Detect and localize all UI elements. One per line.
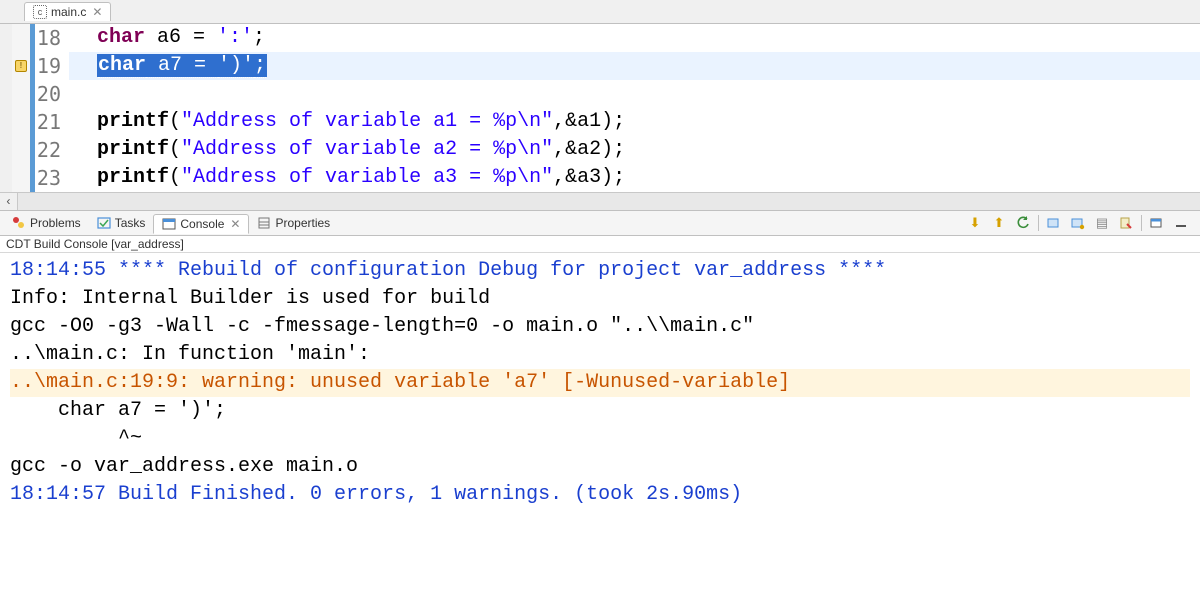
- string-literal: ')': [218, 54, 254, 78]
- code-text: a7 =: [146, 54, 218, 78]
- code-text: (: [169, 166, 181, 189]
- console-description: CDT Build Console [var_address]: [0, 236, 1200, 253]
- console-line: ^~: [10, 425, 1190, 453]
- console-toolbar: ⬇ ⬆ ▤: [966, 214, 1196, 232]
- editor-tab-main-c[interactable]: c main.c ✕: [24, 2, 111, 21]
- warning-marker-icon[interactable]: !: [15, 60, 27, 72]
- overview-ruler: [0, 136, 12, 164]
- console-line: gcc -o var_address.exe main.o: [10, 453, 1190, 481]
- minimize-icon[interactable]: [1172, 214, 1190, 232]
- line-number: 22: [35, 136, 69, 164]
- line-number: 18: [35, 24, 69, 52]
- display-selected-icon[interactable]: [1045, 214, 1063, 232]
- console-line: 18:14:57 Build Finished. 0 errors, 1 war…: [10, 481, 1190, 509]
- marker-column: [12, 24, 30, 52]
- code-line-current: ! 19 char a7 = ')';: [0, 52, 1200, 80]
- console-line: char a7 = ')';: [10, 397, 1190, 425]
- marker-column: [12, 136, 30, 164]
- code-text: ,&a1);: [553, 110, 625, 133]
- line-number: 23: [35, 164, 69, 192]
- pin-console-icon[interactable]: [1069, 214, 1087, 232]
- arrow-up-icon[interactable]: ⬆: [990, 214, 1008, 232]
- close-icon[interactable]: ✕: [90, 5, 102, 19]
- line-number: 21: [35, 108, 69, 136]
- function-name: printf: [97, 110, 169, 133]
- code-content[interactable]: printf("Address of variable a3 = %p\n",&…: [69, 164, 1200, 192]
- keyword: char: [97, 26, 145, 49]
- console-line: gcc -O0 -g3 -Wall -c -fmessage-length=0 …: [10, 313, 1190, 341]
- keyword: char: [98, 54, 146, 78]
- code-line: 20: [0, 80, 1200, 108]
- code-text: ;: [253, 26, 265, 49]
- code-line: 21 printf("Address of variable a1 = %p\n…: [0, 108, 1200, 136]
- function-name: printf: [97, 166, 169, 189]
- editor-tab-bar: c main.c ✕: [0, 0, 1200, 24]
- horizontal-scrollbar[interactable]: ‹: [0, 192, 1200, 210]
- code-content[interactable]: char a6 = ':';: [69, 24, 1200, 52]
- open-console-icon[interactable]: [1148, 214, 1166, 232]
- overview-ruler: [0, 108, 12, 136]
- bottom-panel-tabs: Problems Tasks Console ✕ Properties ⬇ ⬆: [0, 210, 1200, 236]
- clear-console-icon[interactable]: ▤: [1093, 214, 1111, 232]
- tab-label: Properties: [275, 216, 330, 230]
- scroll-lock-icon[interactable]: [1117, 214, 1135, 232]
- properties-icon: [257, 216, 271, 230]
- overview-ruler: [0, 52, 12, 80]
- console-line: Info: Internal Builder is used for build: [10, 285, 1190, 313]
- console-line: ..\main.c: In function 'main':: [10, 341, 1190, 369]
- tab-console[interactable]: Console ✕: [153, 214, 249, 234]
- code-text: ;: [254, 54, 266, 78]
- code-text: ,&a3);: [553, 166, 625, 189]
- scroll-left-icon[interactable]: ‹: [0, 193, 18, 211]
- marker-column: [12, 108, 30, 136]
- tab-label: Console: [180, 217, 224, 231]
- overview-ruler: [0, 80, 12, 108]
- string-literal: "Address of variable a2 = %p\n": [181, 138, 553, 161]
- console-line: 18:14:55 **** Rebuild of configuration D…: [10, 257, 1190, 285]
- code-editor[interactable]: 18 char a6 = ':'; ! 19 char a7 = ')'; 20…: [0, 24, 1200, 210]
- refresh-icon[interactable]: [1014, 214, 1032, 232]
- line-number: 19: [35, 52, 69, 80]
- toolbar-separator: [1141, 215, 1142, 231]
- tab-label: Problems: [30, 216, 81, 230]
- string-literal: "Address of variable a1 = %p\n": [181, 110, 553, 133]
- tab-properties[interactable]: Properties: [249, 214, 338, 232]
- code-text: a6 =: [145, 26, 217, 49]
- code-text: (: [169, 110, 181, 133]
- code-content[interactable]: printf("Address of variable a2 = %p\n",&…: [69, 136, 1200, 164]
- arrow-down-icon[interactable]: ⬇: [966, 214, 984, 232]
- marker-column[interactable]: !: [12, 52, 30, 80]
- selection: char a7 = ')';: [97, 54, 267, 77]
- code-content[interactable]: char a7 = ')';: [69, 52, 1200, 80]
- close-icon[interactable]: ✕: [228, 217, 240, 231]
- line-number: 20: [35, 80, 69, 108]
- console-line-warning: ..\main.c:19:9: warning: unused variable…: [10, 369, 1190, 397]
- function-name: printf: [97, 138, 169, 161]
- tab-tasks[interactable]: Tasks: [89, 214, 154, 232]
- overview-ruler: [0, 24, 12, 52]
- editor-tab-label: main.c: [51, 5, 86, 19]
- code-line: 18 char a6 = ':';: [0, 24, 1200, 52]
- toolbar-separator: [1038, 215, 1039, 231]
- c-file-icon: c: [33, 5, 47, 19]
- tab-problems[interactable]: Problems: [4, 214, 89, 232]
- marker-column: [12, 164, 30, 192]
- tasks-icon: [97, 216, 111, 230]
- string-literal: ':': [217, 26, 253, 49]
- code-content[interactable]: printf("Address of variable a1 = %p\n",&…: [69, 108, 1200, 136]
- code-line: 23 printf("Address of variable a3 = %p\n…: [0, 164, 1200, 192]
- code-line: 22 printf("Address of variable a2 = %p\n…: [0, 136, 1200, 164]
- code-text: (: [169, 138, 181, 161]
- marker-column: [12, 80, 30, 108]
- code-text: ,&a2);: [553, 138, 625, 161]
- console-icon: [162, 217, 176, 231]
- code-content[interactable]: [69, 80, 1200, 108]
- problems-icon: [12, 216, 26, 230]
- tab-label: Tasks: [115, 216, 146, 230]
- string-literal: "Address of variable a3 = %p\n": [181, 166, 553, 189]
- console-output[interactable]: 18:14:55 **** Rebuild of configuration D…: [0, 253, 1200, 594]
